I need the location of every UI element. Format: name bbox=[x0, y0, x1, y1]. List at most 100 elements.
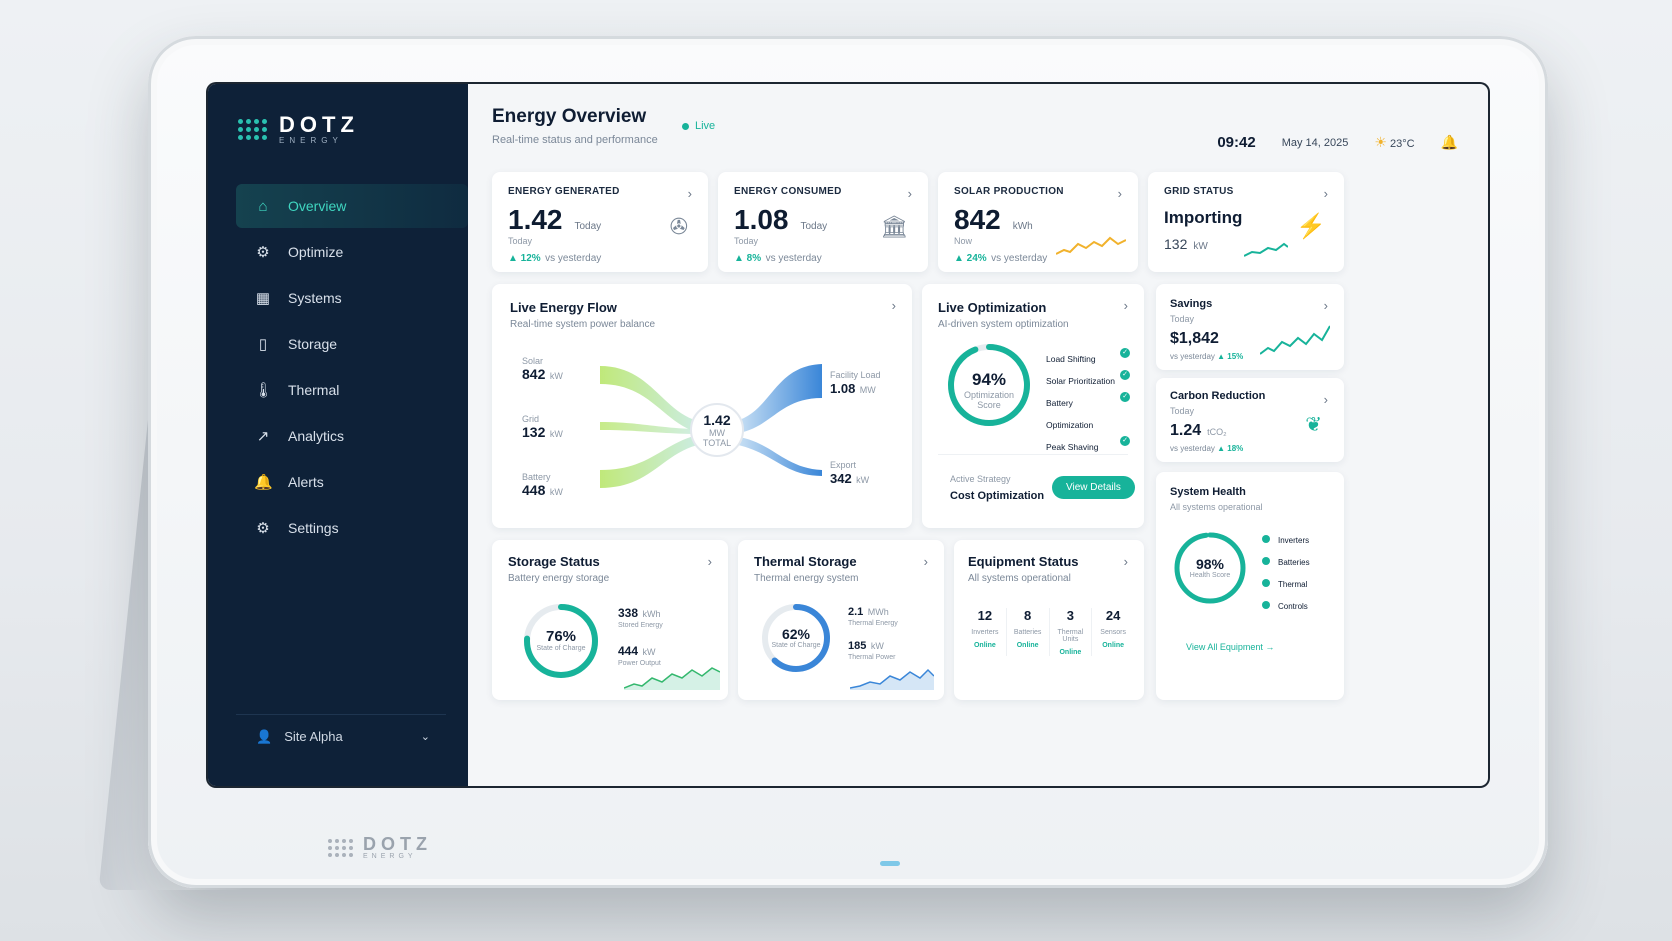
chevron-right-icon[interactable]: › bbox=[687, 186, 692, 201]
kpi-sub: 132 bbox=[1164, 236, 1188, 252]
sidebar-item-settings[interactable]: ⚙ Settings bbox=[236, 506, 468, 550]
chevron-right-icon[interactable]: › bbox=[1123, 554, 1128, 569]
kpi-title: ENERGY CONSUMED bbox=[734, 186, 842, 197]
chevron-right-icon[interactable]: › bbox=[1123, 298, 1128, 313]
live-badge: Live bbox=[682, 120, 715, 132]
card-subtitle: Battery energy storage bbox=[508, 573, 610, 584]
power-output-label: Power Output bbox=[618, 660, 661, 667]
kpi-period: Today bbox=[574, 221, 602, 232]
kpi-title: GRID STATUS bbox=[1164, 186, 1234, 197]
sidebar-item-label: Storage bbox=[288, 336, 338, 352]
kpi-value: Importing bbox=[1164, 208, 1243, 227]
tablet-device: DOTZ ENERGY ⌂ Overview ⚙ Optimize ▦ Systems … bbox=[148, 36, 1548, 888]
flow-label: Battery bbox=[522, 472, 551, 482]
sidebar-item-alerts[interactable]: 🔔 Alerts bbox=[236, 460, 468, 504]
kpi-grid-status[interactable]: GRID STATUS › Importing 132 kW ⚡ bbox=[1148, 172, 1344, 272]
temperature: 23°C bbox=[1389, 138, 1415, 150]
energy-flow-diagram bbox=[600, 364, 822, 488]
sidebar-item-storage[interactable]: ▯ Storage bbox=[236, 322, 468, 366]
logo-dots-icon bbox=[238, 119, 267, 140]
flow-unit: kW bbox=[549, 487, 563, 497]
grid-icon: ▦ bbox=[255, 290, 271, 307]
chevron-right-icon[interactable]: › bbox=[1323, 186, 1328, 201]
score-label: Optimization bbox=[963, 390, 1015, 400]
thermal-energy-unit: MWh bbox=[867, 607, 889, 617]
flow-total-value: 1.42 bbox=[703, 412, 731, 428]
power-output-value: 444 bbox=[618, 644, 639, 658]
solar-sparkline bbox=[1056, 236, 1126, 255]
device-brand: DOTZ ENERGY bbox=[328, 835, 432, 860]
chevron-right-icon[interactable]: › bbox=[907, 186, 912, 201]
optimize-icon: ⚙ bbox=[256, 244, 270, 261]
status-dot-icon bbox=[1262, 601, 1270, 609]
user-icon: 👤 bbox=[256, 728, 273, 744]
flow-value: 1.08 bbox=[830, 381, 856, 396]
page-title: Energy Overview bbox=[492, 106, 647, 127]
thermal-storage-card[interactable]: Thermal Storage Thermal energy system › 6… bbox=[738, 540, 944, 700]
chevron-right-icon[interactable]: › bbox=[707, 554, 712, 569]
view-all-equipment-link[interactable]: View All Equipment → bbox=[1186, 642, 1275, 652]
live-optimization-card[interactable]: Live Optimization AI-driven system optimi… bbox=[922, 284, 1144, 528]
check-icon: ✓ bbox=[1120, 348, 1130, 358]
thermometer-icon: 🌡 bbox=[254, 382, 274, 399]
equipment-status-card[interactable]: Equipment Status All systems operational … bbox=[954, 540, 1144, 700]
flow-label: Facility Load bbox=[830, 370, 881, 380]
thermal-energy-label: Thermal Energy bbox=[848, 620, 898, 627]
sidebar-item-optimize[interactable]: ⚙ Optimize bbox=[236, 230, 468, 274]
kpi-value: 1.08 bbox=[734, 204, 789, 235]
bell-icon[interactable]: 🔔 bbox=[1440, 134, 1458, 150]
screen: DOTZ ENERGY ⌂ Overview ⚙ Optimize ▦ Systems … bbox=[208, 84, 1488, 786]
page-header: Energy Overview Real-time status and per… bbox=[492, 106, 1458, 156]
list-item: Batteries bbox=[1262, 552, 1310, 574]
storage-status-card[interactable]: Storage Status Battery energy storage › 7… bbox=[492, 540, 728, 700]
kpi-small: Today bbox=[734, 236, 759, 246]
sidebar-item-label: Overview bbox=[288, 198, 347, 214]
thermal-power-value: 185 bbox=[848, 640, 867, 652]
sidebar: DOTZ ENERGY ⌂ Overview ⚙ Optimize ▦ Systems … bbox=[208, 84, 468, 786]
check-icon: ✓ bbox=[1120, 392, 1130, 402]
kpi-solar-production[interactable]: SOLAR PRODUCTION › 842 kWh Now ▲ 24% vs y… bbox=[938, 172, 1138, 272]
logo-tagline: ENERGY bbox=[279, 136, 343, 145]
equipment-item: 12 Inverters Online bbox=[964, 608, 1007, 656]
list-item: Load Shifting ✓ bbox=[1046, 348, 1130, 370]
status-dot-icon bbox=[1262, 557, 1270, 565]
sidebar-item-systems[interactable]: ▦ Systems bbox=[236, 276, 468, 320]
chevron-right-icon[interactable]: › bbox=[891, 298, 896, 313]
flow-unit: kW bbox=[549, 429, 563, 439]
sidebar-item-label: Thermal bbox=[288, 382, 340, 398]
flow-value: 448 bbox=[522, 482, 546, 498]
chevron-right-icon[interactable]: › bbox=[1323, 392, 1328, 407]
check-icon: ✓ bbox=[1120, 436, 1130, 446]
savings-period: Today bbox=[1170, 314, 1195, 324]
chevron-right-icon[interactable]: › bbox=[923, 554, 928, 569]
thermal-ring bbox=[762, 604, 830, 672]
kpi-title: ENERGY GENERATED bbox=[508, 186, 620, 197]
card-title: System Health bbox=[1170, 486, 1246, 498]
chevron-right-icon[interactable]: › bbox=[1117, 186, 1122, 201]
storage-pct: 76% bbox=[545, 628, 577, 645]
brand-dots-icon bbox=[328, 838, 353, 857]
wind-turbine-icon: ✇ bbox=[669, 214, 688, 239]
carbon-reduction-card[interactable]: Carbon Reduction Today › 1.24 tCO₂ vs yest… bbox=[1156, 378, 1344, 462]
live-energy-flow-card[interactable]: Live Energy Flow Real-time system power b… bbox=[492, 284, 912, 528]
kpi-energy-consumed[interactable]: ENERGY CONSUMED › 1.08 Today Today ▲ 8% v… bbox=[718, 172, 928, 272]
chevron-right-icon[interactable]: › bbox=[1323, 298, 1328, 313]
sidebar-item-overview[interactable]: ⌂ Overview bbox=[236, 184, 468, 228]
system-health-card[interactable]: System Health All systems operational 98%… bbox=[1156, 472, 1344, 700]
live-dot-icon bbox=[682, 122, 689, 130]
savings-card[interactable]: Savings Today › $1,842 vs yesterday ▲ 15% bbox=[1156, 284, 1344, 370]
factory-icon: 🏛 bbox=[880, 214, 908, 239]
view-details-button[interactable]: View Details bbox=[1052, 476, 1135, 499]
list-item: Solar Prioritization ✓ bbox=[1046, 370, 1130, 392]
savings-change: ▲ 15% bbox=[1217, 352, 1244, 361]
sidebar-logo[interactable]: DOTZ ENERGY bbox=[238, 114, 359, 145]
kpi-change: ▲ 24% bbox=[954, 253, 987, 264]
flow-value: 342 bbox=[830, 471, 852, 486]
kpi-energy-generated[interactable]: ENERGY GENERATED › 1.42 Today Today ▲ 12%… bbox=[492, 172, 708, 272]
kpi-small: Now bbox=[954, 236, 973, 246]
site-selector[interactable]: 👤 Site Alpha ⌄ bbox=[236, 714, 446, 758]
main-content: Energy Overview Real-time status and per… bbox=[468, 84, 1488, 786]
list-item: Thermal bbox=[1262, 574, 1310, 596]
sidebar-item-thermal[interactable]: 🌡 Thermal bbox=[236, 368, 468, 412]
sidebar-item-analytics[interactable]: ↗ Analytics bbox=[236, 414, 468, 458]
